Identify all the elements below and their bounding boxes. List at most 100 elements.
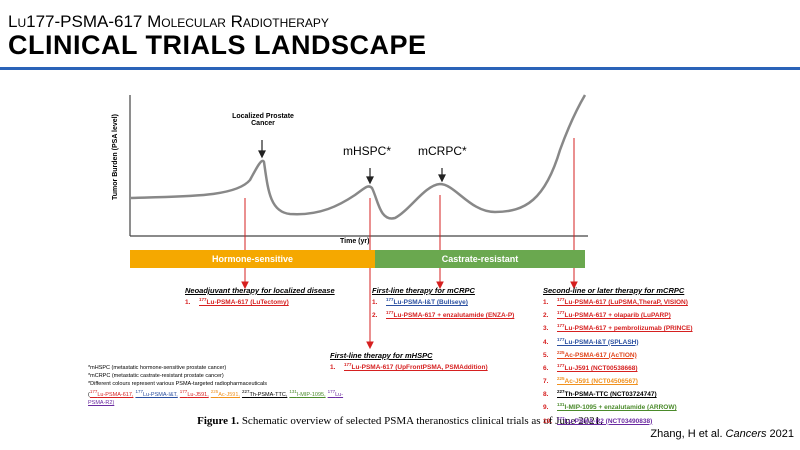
trial-name: 177Lu-PSMA-I&T (SPLASH)	[557, 336, 639, 346]
trial-section: First-line therapy for mHSPC 1. 177Lu-PSMA…	[330, 351, 488, 373]
phase-bar: Castrate-resistant	[375, 250, 585, 268]
trial-section: First-line therapy for mCRPC 1. 177Lu-PSMA…	[372, 286, 514, 321]
trial-text: Th-PSMA-TTC (NCT03724747)	[564, 391, 657, 399]
trial-item: 6. 177Lu-J591 (NCT00538668)	[543, 361, 693, 374]
legend: (177Lu-PSMA-617,177Lu-PSMA-I&T,177Lu-J59…	[88, 388, 348, 407]
trial-name: 177Lu-PSMA-617 + olaparib (LuPARP)	[557, 310, 671, 320]
item-number: 3.	[543, 325, 549, 333]
isotope-mass: 227	[557, 389, 565, 395]
isotope-mass: 177	[179, 389, 188, 394]
caption-label: Figure 1.	[197, 415, 240, 427]
trial-text: Lu-PSMA-617 (LuPSMA,TheraP, VISION)	[564, 299, 688, 307]
isotope-mass: 131	[289, 389, 297, 394]
isotope-mass: 177	[344, 362, 352, 367]
section-heading: Second-line or later therapy for mCRPC	[543, 286, 685, 295]
phase-label: Castrate-resistant	[441, 254, 519, 264]
trial-item: 4. 177Lu-PSMA-I&T (SPLASH)	[543, 334, 693, 347]
isotope-mass: 177	[135, 389, 143, 394]
item-number: 4.	[543, 338, 549, 346]
legend-text: I-MIP-1095,	[296, 391, 326, 398]
item-number: 6.	[543, 364, 549, 372]
phase-bar: Hormone-sensitive	[130, 250, 375, 268]
isotope-mass: 177	[557, 336, 565, 342]
item-number: 2.	[543, 312, 549, 320]
trial-text: Lu-PSMA-617 (LuTectomy)	[206, 299, 289, 307]
trial-item: 1. 177Lu-PSMA-617 (LuPSMA,TheraP, VISION)	[543, 295, 693, 308]
trial-name: 177Lu-PSMA-I&T (Bullseye)	[386, 297, 468, 307]
trial-item: 8. 227Th-PSMA-TTC (NCT03724747)	[543, 387, 693, 400]
note-line: *Different colours represent various PSM…	[88, 381, 268, 387]
caption-text: Schematic overview of selected PSMA ther…	[241, 415, 603, 427]
item-number: 2.	[372, 312, 378, 320]
caption: Figure 1. Schematic overview of selected…	[0, 415, 800, 427]
trial-item: 10. 177Lu-PSMA-R2 (NCT03490838)	[543, 413, 693, 426]
trial-text: Lu-PSMA-I&T (Bullseye)	[393, 299, 468, 307]
trial-text: Lu-PSMA-617 (UpFrontPSMA, PSMAddition)	[351, 364, 488, 372]
isotope-mass: 177	[386, 297, 394, 302]
legend-item: 177Lu-J591,	[179, 389, 209, 398]
note-line: *mHSPC (metastatic hormone-sensitive pro…	[88, 365, 227, 371]
trial-item: 1. 177Lu-PSMA-I&T (Bullseye)	[372, 295, 514, 308]
note-line: *mCRPC (metastatic castrate-resistant pr…	[88, 373, 224, 379]
trial-item: 2. 177Lu-PSMA-617 + olaparib (LuPARP)	[543, 308, 693, 321]
legend-item: 177Lu-PSMA-617,	[89, 389, 134, 398]
isotope-mass: 177	[557, 415, 565, 421]
isotope-mass: 225	[557, 375, 565, 381]
notes: *mHSPC (metastatic hormone-sensitive pro…	[88, 364, 348, 407]
isotope-mass: 177	[89, 389, 98, 394]
item-number: 10.	[543, 417, 553, 425]
legend-open: (	[88, 391, 90, 398]
trial-name: 177Lu-PSMA-617 (LuTectomy)	[199, 297, 289, 307]
y-axis-label: Tumor Burden (PSA level)	[112, 114, 119, 200]
trial-name: 225Ac-J591 (NCT04506567)	[557, 375, 638, 385]
header-rule	[0, 67, 800, 70]
legend-text: Th-PSMA-TTC,	[249, 391, 288, 398]
legend-item: 131I-MIP-1095,	[289, 389, 326, 398]
item-number: 5.	[543, 351, 549, 359]
legend-text: Ac-J591,	[218, 391, 240, 398]
item-number: 1.	[372, 299, 378, 307]
item-number: 1.	[330, 364, 336, 372]
isotope-mass: 177	[199, 297, 207, 302]
legend-text: Lu-PSMA-I&T,	[142, 391, 178, 398]
legend-text: Lu-PSMA-R2)	[88, 391, 344, 406]
trial-section: Neoadjuvant therapy for localized diseas…	[185, 286, 335, 308]
section-heading: First-line therapy for mHSPC	[330, 351, 433, 360]
trial-item: 2. 177Lu-PSMA-617 + enzalutamide (ENZA-P)	[372, 308, 514, 321]
trial-text: Lu-PSMA-I&T (SPLASH)	[564, 338, 639, 346]
isotope-mass: 227	[241, 389, 250, 394]
legend-item: 227Th-PSMA-TTC,	[241, 389, 288, 398]
isotope-mass: 177	[557, 362, 565, 368]
credit-year: 2021	[769, 428, 794, 440]
item-number: 8.	[543, 391, 549, 399]
isotope-mass: 177	[557, 310, 565, 316]
title: CLINICAL TRIALS LANDSCAPE	[8, 30, 427, 60]
trial-item: 1. 177Lu-PSMA-617 (LuTectomy)	[185, 295, 335, 308]
x-axis-label: Time (yr)	[340, 238, 370, 245]
trial-name: 177Lu-PSMA-617 (LuPSMA,TheraP, VISION)	[557, 297, 688, 307]
stage-label: mHSPC*	[343, 144, 392, 158]
legend-item: 177Lu-PSMA-I&T,	[135, 389, 178, 398]
trial-text: Lu-PSMA-617 + olaparib (LuPARP)	[564, 312, 671, 320]
item-number: 7.	[543, 378, 549, 386]
isotope-mass: 225	[210, 389, 219, 394]
legend-item: 177Lu-PSMA-R2)	[88, 389, 344, 406]
isotope-mass: 177	[557, 297, 565, 302]
trial-text: Lu-PSMA-617 + enzalutamide (ENZA-P)	[393, 312, 515, 320]
section-heading: Neoadjuvant therapy for localized diseas…	[185, 286, 335, 295]
trial-name: 177Lu-PSMA-R2 (NCT03490838)	[557, 415, 652, 424]
trial-name: 177Lu-PSMA-617 + pembrolizumab (PRINCE)	[557, 323, 693, 333]
subtitle: Lu177-PSMA-617 Molecular Radiotherapy	[8, 12, 329, 31]
trial-text: Lu-PSMA-617 + pembrolizumab (PRINCE)	[564, 325, 693, 333]
trial-name: 225Ac-PSMA-617 (AcTION)	[557, 350, 637, 359]
item-number: 1.	[543, 299, 549, 307]
isotope-mass: 177	[557, 323, 565, 329]
legend-item: 225Ac-J591,	[210, 389, 240, 398]
trial-text: I-MIP-1095 + enzalutamide (ARROW)	[564, 404, 677, 412]
trial-name: 227Th-PSMA-TTC (NCT03724747)	[557, 389, 657, 399]
trial-item: 3. 177Lu-PSMA-617 + pembrolizumab (PRINCE…	[543, 321, 693, 334]
item-number: 9.	[543, 404, 549, 412]
trial-name: 177Lu-J591 (NCT00538668)	[557, 362, 638, 372]
section-heading: First-line therapy for mCRPC	[372, 286, 475, 295]
